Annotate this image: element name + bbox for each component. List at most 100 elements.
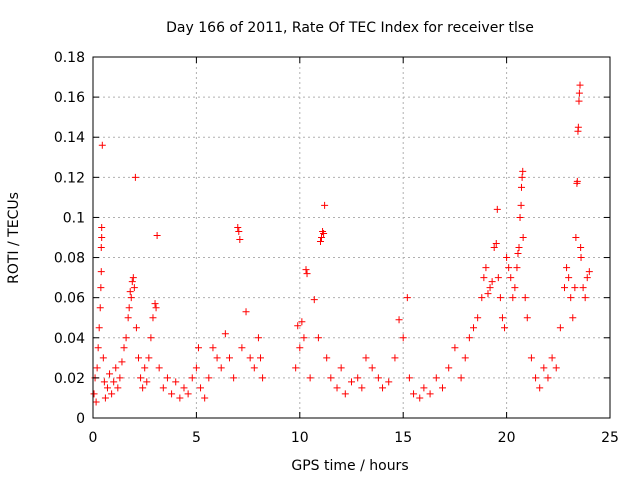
data-point [514, 250, 522, 258]
data-point [172, 378, 180, 386]
plot-frame [92, 56, 611, 419]
data-point [518, 173, 526, 181]
data-point [379, 384, 387, 392]
data-point [298, 318, 306, 326]
data-point [114, 384, 122, 392]
data-point [151, 300, 159, 308]
data-point [571, 284, 579, 292]
data-point [296, 344, 304, 352]
data-point [565, 274, 573, 282]
data-point [511, 284, 519, 292]
data-point [98, 223, 106, 231]
data-point [536, 384, 544, 392]
data-point [141, 364, 149, 372]
data-point [581, 294, 589, 302]
data-point [327, 374, 335, 382]
data-point [97, 284, 105, 292]
data-point [125, 304, 133, 312]
data-point [221, 330, 229, 338]
data-point [478, 294, 486, 302]
data-point [457, 374, 465, 382]
data-point [213, 354, 221, 362]
data-point [374, 374, 382, 382]
data-point [188, 374, 196, 382]
data-point [576, 81, 584, 89]
data-point [302, 266, 310, 274]
data-point [503, 254, 511, 262]
data-point [225, 354, 233, 362]
data-point [201, 394, 209, 402]
y-axis-label: ROTI / TECUs [6, 192, 22, 284]
data-point [108, 390, 116, 398]
data-point [314, 334, 322, 342]
data-point [205, 374, 213, 382]
data-point [426, 390, 434, 398]
y-tick-label: 0.08 [54, 251, 85, 267]
data-point [246, 354, 254, 362]
data-point [556, 324, 564, 332]
data-point [451, 344, 459, 352]
data-point [461, 354, 469, 362]
data-point [155, 364, 163, 372]
data-point [572, 234, 580, 241]
data-point [470, 324, 478, 332]
data-point [516, 213, 524, 221]
data-point [575, 89, 583, 97]
data-point [98, 141, 106, 149]
data-point [583, 274, 591, 282]
data-point [134, 354, 142, 362]
data-point [97, 268, 105, 276]
data-point [333, 384, 341, 392]
data-point [163, 374, 171, 382]
x-tick-label: 5 [192, 430, 201, 446]
y-tick-label: 0.1 [63, 210, 85, 226]
data-point [492, 240, 500, 248]
data-point [391, 354, 399, 362]
data-point [96, 304, 104, 312]
data-point [480, 274, 488, 282]
data-point [432, 374, 440, 382]
data-point [527, 354, 535, 362]
data-point [303, 270, 311, 278]
data-point [399, 334, 407, 342]
data-point [145, 354, 153, 362]
data-point [368, 364, 376, 372]
y-tick-labels: 0 0.02 0.04 0.06 0.08 0.1 0.12 0.14 0.16 0.18 [54, 50, 85, 427]
data-point [465, 334, 473, 342]
y-tick-label: 0.12 [54, 170, 85, 186]
data-point [132, 324, 140, 332]
grid-lines [93, 57, 610, 418]
data-point [100, 378, 108, 386]
data-point [118, 358, 126, 366]
data-point [300, 334, 308, 342]
data-point [306, 374, 314, 382]
data-point [482, 264, 490, 272]
data-point [354, 374, 362, 382]
data-point [152, 304, 160, 312]
data-point [410, 390, 418, 398]
data-point [316, 238, 324, 246]
data-point [94, 344, 102, 352]
data-point [505, 264, 513, 272]
data-point [236, 236, 244, 244]
data-point [257, 354, 265, 362]
y-tick-label: 0.16 [54, 90, 85, 106]
data-point [532, 374, 540, 382]
data-point [358, 384, 366, 392]
data-point [385, 378, 393, 386]
data-point [318, 234, 326, 241]
data-point [127, 294, 135, 302]
data-point [523, 314, 531, 322]
data-point [149, 314, 157, 322]
data-point [254, 334, 262, 342]
data-point [126, 288, 134, 296]
data-point [250, 364, 258, 372]
data-point [93, 364, 101, 372]
data-point [209, 344, 217, 352]
data-point [575, 97, 583, 105]
data-point [159, 384, 167, 392]
data-point [116, 374, 124, 382]
data-point [486, 284, 494, 292]
data-point [517, 201, 525, 209]
x-tick-labels: 0 5 10 15 20 25 [89, 430, 619, 446]
